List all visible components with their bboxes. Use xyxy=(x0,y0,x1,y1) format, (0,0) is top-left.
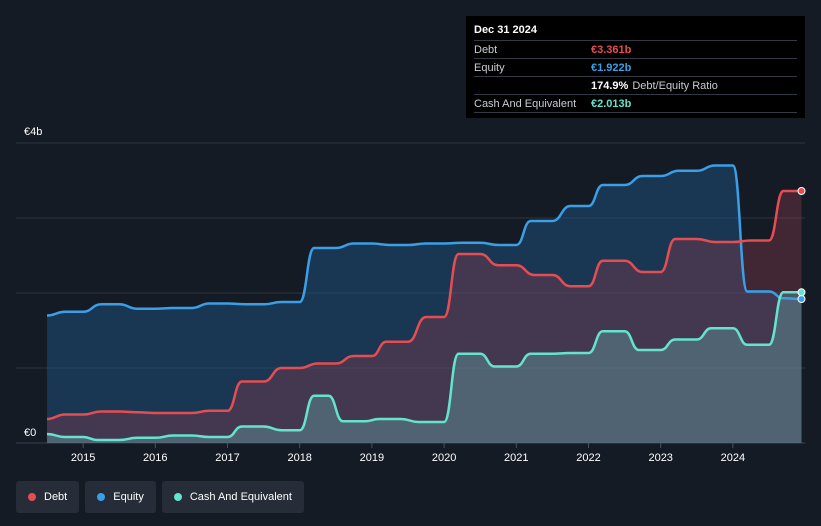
x-tick-label: 2015 xyxy=(71,452,95,464)
cash-and-equivalent-area xyxy=(47,292,802,443)
tooltip-ratio-label: Debt/Equity Ratio xyxy=(632,79,718,92)
debt-endpoint xyxy=(797,187,806,195)
tooltip-value-debt: €3.361b xyxy=(591,43,632,56)
x-tick-label: 2020 xyxy=(432,452,456,464)
equity-endpoint xyxy=(797,295,806,303)
x-tick-label: 2016 xyxy=(143,452,167,464)
legend-item-cash[interactable]: Cash And Equivalent xyxy=(161,481,304,513)
x-tick-label: 2018 xyxy=(287,452,311,464)
legend-label: Equity xyxy=(113,491,144,503)
legend-dot-icon xyxy=(97,493,106,501)
legend-label: Cash And Equivalent xyxy=(189,491,292,503)
legend-dot-icon xyxy=(28,493,36,501)
tooltip-label: Equity xyxy=(474,61,505,74)
tooltip-row-ratio: 174.9% Debt/Equity Ratio xyxy=(474,76,797,94)
tooltip-date: Dec 31 2024 xyxy=(474,24,537,36)
tooltip-panel: Dec 31 2024 Debt €3.361b Equity €1.922b … xyxy=(466,16,805,118)
gridlines xyxy=(16,142,805,444)
y-axis: €0 €4b xyxy=(24,126,42,439)
x-axis: 2015 2016 2017 2018 2019 2020 2021 2022 2023 2024 xyxy=(71,443,745,464)
tooltip-value-ratio: 174.9% xyxy=(591,79,629,92)
y-tick-label-max: €4b xyxy=(24,126,42,138)
equity-area xyxy=(47,165,802,443)
legend-item-debt[interactable]: Debt xyxy=(16,481,80,513)
tooltip-label: Debt xyxy=(474,43,498,56)
debt-line xyxy=(46,189,802,421)
legend-item-equity[interactable]: Equity xyxy=(85,481,156,513)
tooltip-label: Cash And Equivalent xyxy=(474,97,577,110)
x-tick-label: 2019 xyxy=(360,452,384,464)
series-areas xyxy=(47,165,802,443)
cash-and-equivalent-line xyxy=(46,291,802,442)
x-tick-label: 2021 xyxy=(504,452,528,464)
tooltip-row-equity: Equity €1.922b xyxy=(474,58,797,76)
debt-area xyxy=(47,191,802,443)
legend-dot-icon xyxy=(173,493,182,501)
series-lines xyxy=(46,164,802,442)
series-endpoints xyxy=(797,187,806,303)
legend-label: Debt xyxy=(44,491,68,503)
x-tick-label: 2024 xyxy=(721,452,745,464)
tooltip-value-cash: €2.013b xyxy=(591,97,632,110)
tooltip-row-debt: Debt €3.361b xyxy=(474,40,797,58)
x-tick-label: 2023 xyxy=(648,452,672,464)
chart-legend: Debt Equity Cash And Equivalent xyxy=(16,481,304,513)
tooltip-value-equity: €1.922b xyxy=(591,61,632,74)
equity-line xyxy=(46,164,802,317)
y-tick-label-min: €0 xyxy=(24,427,36,439)
x-tick-label: 2017 xyxy=(215,452,239,464)
x-tick-label: 2022 xyxy=(576,452,600,464)
tooltip-row-cash: Cash And Equivalent €2.013b xyxy=(474,94,797,113)
cash-and-equivalent-endpoint xyxy=(797,288,806,297)
